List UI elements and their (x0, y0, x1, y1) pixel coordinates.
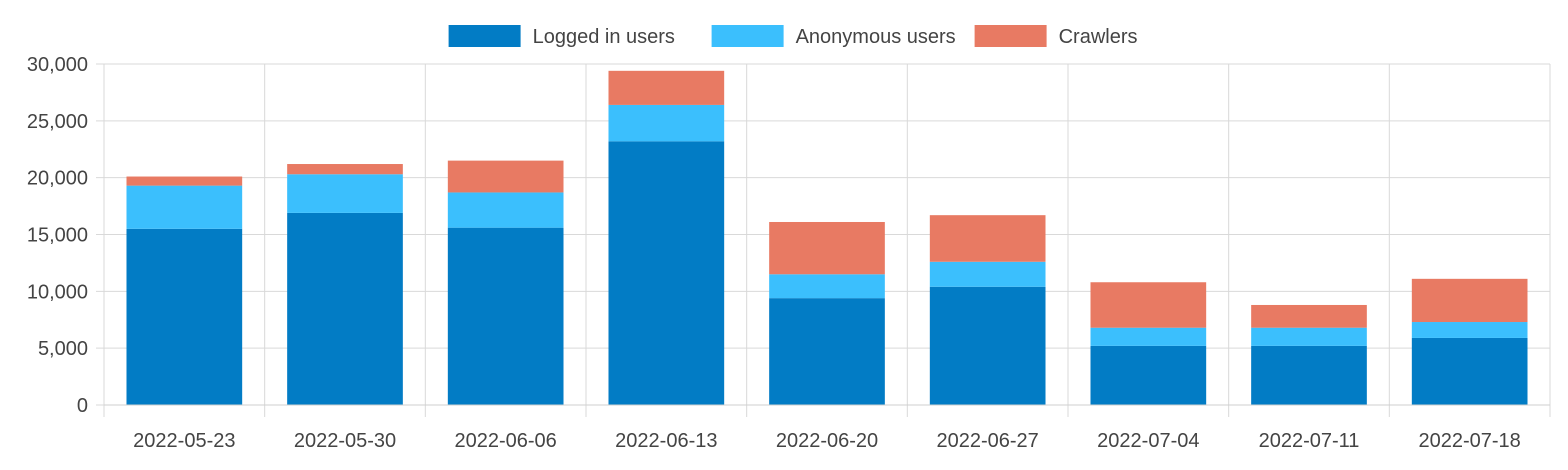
bar-segment-crawlers (1251, 304, 1367, 328)
bar-segment-logged-in-users (447, 227, 564, 405)
bar-segment-anonymous-users (126, 185, 243, 229)
bar-segment-logged-in-users (929, 286, 1046, 405)
y-tick-label: 30,000 (27, 54, 88, 76)
y-tick-label: 25,000 (27, 111, 88, 133)
y-tick-label: 5,000 (38, 338, 88, 360)
x-tick-label: 2022-05-23 (133, 430, 235, 452)
bar-segment-anonymous-users (1251, 327, 1367, 346)
legend-item-anonymous-users[interactable]: Anonymous users (711, 25, 956, 48)
bar-segment-anonymous-users (1411, 322, 1528, 338)
bar-segment-crawlers (929, 215, 1046, 262)
axis-layer: 0 5,000 10,000 15,000 20,000 25,000 30,000 2022… (27, 54, 1550, 452)
legend-swatch (448, 25, 521, 47)
x-tick-label: 2022-07-11 (1259, 430, 1360, 452)
bar-segment-anonymous-users (769, 274, 885, 299)
bar-segment-logged-in-users (126, 228, 243, 405)
bar-segment-logged-in-users (287, 212, 403, 405)
bar-segment-logged-in-users (1251, 345, 1367, 405)
bar-segment-crawlers (126, 176, 243, 186)
bar-segment-anonymous-users (608, 104, 725, 142)
y-tick-label: 10,000 (27, 281, 88, 303)
x-tick-label: 2022-07-18 (1419, 430, 1521, 452)
bar-segment-crawlers (1090, 282, 1207, 328)
legend-swatch (974, 25, 1047, 47)
bar-segment-anonymous-users (287, 174, 403, 213)
y-tick-label: 0 (77, 395, 88, 417)
bar-segment-crawlers (287, 164, 403, 175)
bar-segment-anonymous-users (447, 192, 564, 228)
y-tick-label: 15,000 (27, 225, 88, 247)
bar-segment-crawlers (447, 160, 564, 193)
legend-label: Crawlers (1059, 26, 1138, 48)
x-tick-label: 2022-06-13 (615, 430, 717, 452)
bar-segment-crawlers (769, 221, 885, 275)
y-tick-label: 20,000 (27, 168, 88, 190)
bar-segment-logged-in-users (1411, 337, 1528, 405)
x-tick-label: 2022-06-20 (776, 430, 878, 452)
x-tick-label: 2022-05-30 (294, 430, 396, 452)
legend-label: Anonymous users (796, 26, 956, 48)
legend-swatch (711, 25, 784, 47)
legend-label: Logged in users (533, 26, 675, 48)
bar-segment-anonymous-users (929, 261, 1046, 287)
legend: Logged in users Anonymous users Crawlers (448, 25, 1138, 48)
bar-segment-crawlers (1411, 278, 1528, 323)
x-tick-label: 2022-06-27 (937, 430, 1039, 452)
bar-segment-logged-in-users (769, 298, 885, 405)
bar-segment-logged-in-users (608, 141, 725, 405)
bar-segment-anonymous-users (1090, 327, 1207, 346)
bars-layer (126, 70, 1528, 405)
legend-item-logged-in-users[interactable]: Logged in users (448, 25, 675, 48)
legend-item-crawlers[interactable]: Crawlers (974, 25, 1138, 48)
bar-segment-logged-in-users (1090, 345, 1207, 405)
bar-segment-crawlers (608, 70, 725, 105)
x-tick-label: 2022-07-04 (1097, 430, 1199, 452)
x-tick-label: 2022-06-06 (455, 430, 557, 452)
